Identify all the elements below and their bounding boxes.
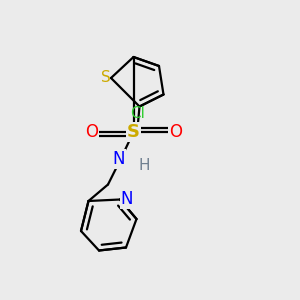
Text: Cl: Cl (130, 106, 146, 122)
Text: O: O (169, 123, 182, 141)
Text: S: S (127, 123, 140, 141)
Text: S: S (101, 70, 110, 85)
Text: O: O (85, 123, 98, 141)
Text: H: H (138, 158, 150, 172)
Text: N: N (112, 150, 125, 168)
Text: N: N (120, 190, 133, 208)
